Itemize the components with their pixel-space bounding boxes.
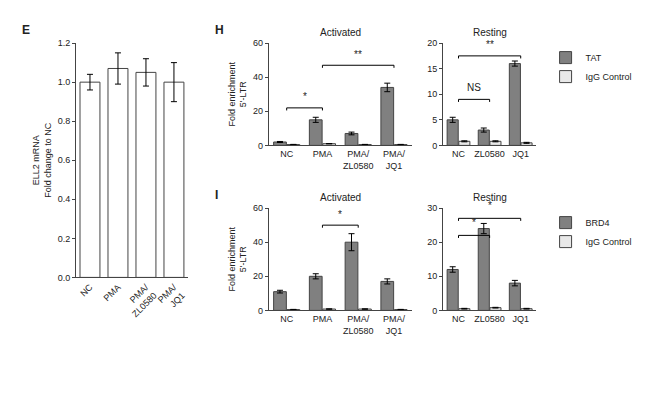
svg-text:PMA/ZL0580: PMA/ZL0580	[122, 282, 159, 319]
svg-text:PMA/JQ1: PMA/JQ1	[156, 282, 187, 313]
svg-text:20: 20	[253, 271, 263, 281]
svg-text:PMA/JQ1: PMA/JQ1	[383, 314, 406, 336]
svg-text:ZL0580: ZL0580	[474, 314, 505, 324]
svg-text:*: *	[338, 209, 342, 220]
svg-text:NC: NC	[452, 149, 465, 159]
svg-text:**: **	[486, 39, 494, 50]
svg-text:JQ1: JQ1	[512, 149, 529, 159]
svg-text:10: 10	[427, 89, 437, 99]
svg-text:PMA: PMA	[313, 314, 333, 324]
svg-text:1.0: 1.0	[58, 77, 71, 87]
svg-text:*: *	[303, 91, 307, 102]
svg-text:0.6: 0.6	[58, 155, 71, 165]
svg-text:TAT: TAT	[586, 53, 602, 63]
svg-text:Activated: Activated	[320, 27, 361, 38]
svg-text:PMA/JQ1: PMA/JQ1	[383, 149, 406, 171]
svg-text:0.8: 0.8	[58, 116, 71, 126]
svg-text:60: 60	[253, 203, 263, 213]
svg-text:IgG Control: IgG Control	[586, 237, 632, 247]
svg-text:BRD4: BRD4	[586, 218, 610, 228]
svg-text:5: 5	[432, 115, 437, 125]
svg-text:PMA: PMA	[313, 149, 333, 159]
svg-text:NC: NC	[280, 149, 293, 159]
svg-text:ZL0580: ZL0580	[474, 149, 505, 159]
svg-text:Activated: Activated	[320, 192, 361, 203]
svg-text:Fold enrichment5'-LTR: Fold enrichment5'-LTR	[227, 61, 249, 126]
svg-text:0: 0	[258, 141, 263, 151]
svg-text:NC: NC	[452, 314, 465, 324]
svg-text:0: 0	[432, 141, 437, 151]
svg-text:40: 40	[253, 72, 263, 82]
svg-text:E: E	[22, 23, 30, 37]
svg-text:30: 30	[427, 203, 437, 213]
svg-text:20: 20	[427, 237, 437, 247]
svg-text:NC: NC	[280, 314, 293, 324]
svg-text:**: **	[354, 49, 362, 60]
svg-text:IgG Control: IgG Control	[586, 72, 632, 82]
svg-text:10: 10	[427, 271, 437, 281]
svg-text:ELL2 mRNAFold change to NC: ELL2 mRNAFold change to NC	[31, 122, 53, 198]
svg-text:PMA/ZL0580: PMA/ZL0580	[343, 314, 374, 336]
svg-text:0.0: 0.0	[58, 273, 71, 283]
svg-text:Resting: Resting	[473, 192, 507, 203]
svg-text:JQ1: JQ1	[512, 314, 529, 324]
svg-text:40: 40	[253, 237, 263, 247]
svg-text:0: 0	[258, 306, 263, 316]
svg-text:0.4: 0.4	[58, 194, 71, 204]
svg-text:PMA/ZL0580: PMA/ZL0580	[343, 149, 374, 171]
svg-text:PMA: PMA	[102, 282, 123, 303]
svg-text:15: 15	[427, 64, 437, 74]
svg-text:20: 20	[427, 38, 437, 48]
svg-text:*: *	[472, 217, 476, 228]
svg-text:*: *	[488, 200, 492, 211]
svg-text:0.2: 0.2	[58, 234, 71, 244]
svg-text:NC: NC	[78, 282, 95, 299]
svg-text:NS: NS	[467, 82, 481, 93]
svg-text:H: H	[215, 23, 224, 37]
svg-text:60: 60	[253, 38, 263, 48]
svg-text:Fold enrichment5'-LTR: Fold enrichment5'-LTR	[227, 226, 249, 291]
svg-text:20: 20	[253, 106, 263, 116]
svg-text:Resting: Resting	[473, 27, 507, 38]
svg-text:0: 0	[432, 306, 437, 316]
svg-text:I: I	[215, 188, 218, 202]
svg-text:1.2: 1.2	[58, 38, 71, 48]
